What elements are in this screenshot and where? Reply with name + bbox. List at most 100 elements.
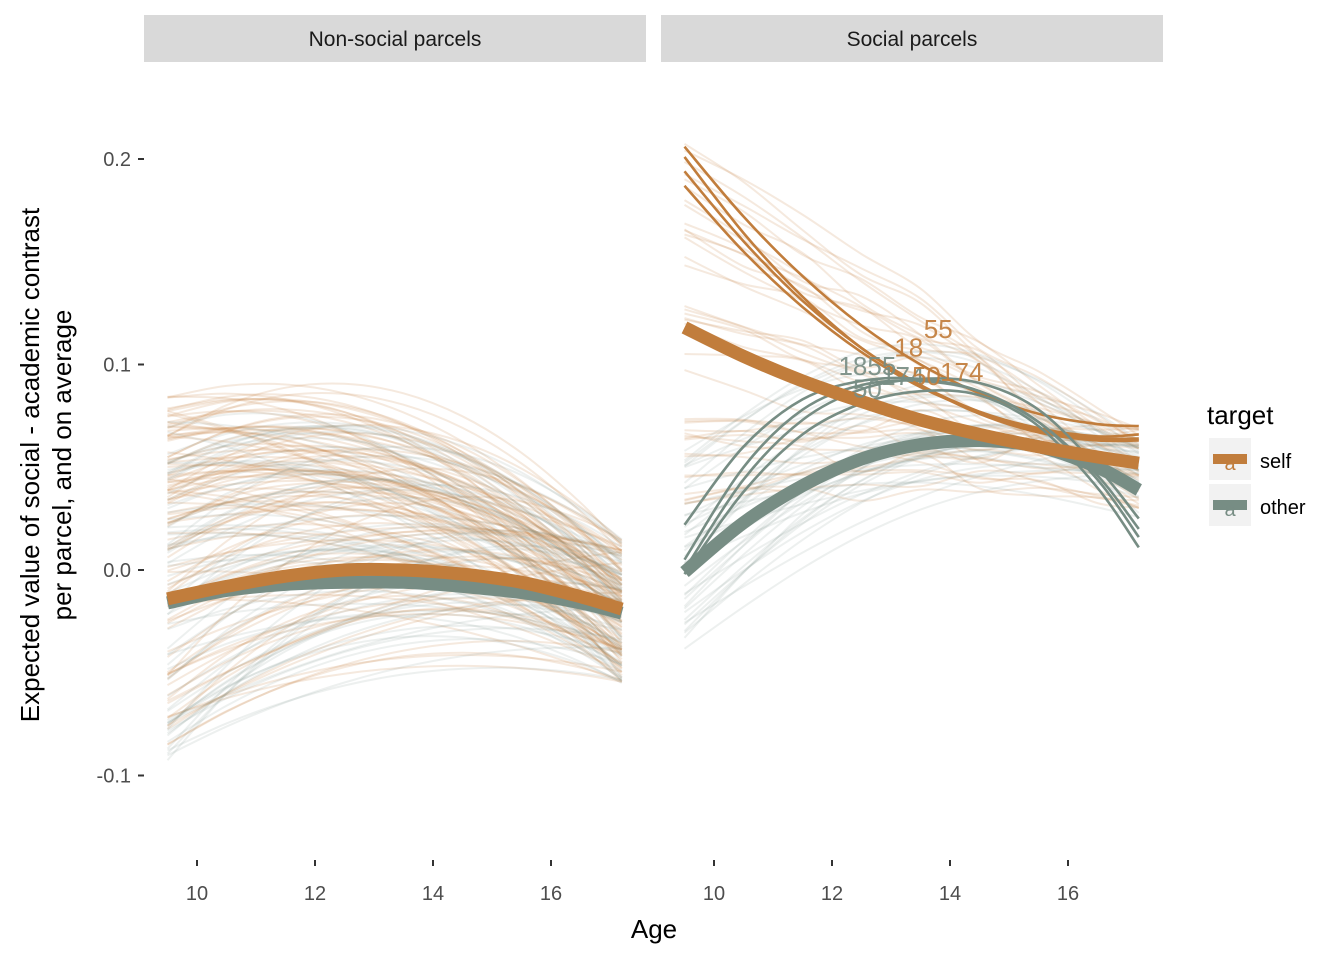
background-parcel-line-self <box>683 236 1140 477</box>
legend-label-other: other <box>1260 497 1306 519</box>
background-parcel-line-other <box>167 424 623 581</box>
background-parcel-line-self <box>167 448 623 546</box>
x-tick-label: 12 <box>821 883 843 905</box>
annotation-label-self: 174 <box>940 357 983 387</box>
background-parcel-line-other <box>167 461 623 603</box>
background-parcel-line-other <box>167 420 623 609</box>
background-parcel-line-self <box>167 522 623 609</box>
background-parcel-line-other <box>684 474 1139 564</box>
background-parcel-line-self <box>167 409 623 601</box>
background-parcel-lines-social <box>683 143 1140 650</box>
highlighted-parcel-line-self <box>683 184 1139 438</box>
annotation-label-other: 174 <box>881 361 924 391</box>
y-tick-label: 0.2 <box>103 149 131 171</box>
background-parcel-line-other <box>166 529 623 730</box>
legend-label-self: self <box>1260 451 1292 473</box>
background-parcel-line-other <box>167 514 623 557</box>
background-parcel-line-self <box>167 487 623 670</box>
background-parcel-line-self <box>167 494 623 629</box>
background-parcel-line-self <box>684 353 1139 431</box>
panel-non-social <box>166 382 624 761</box>
background-parcel-line-self <box>684 443 1139 501</box>
background-parcel-line-other <box>167 473 623 595</box>
background-parcel-line-other <box>167 532 623 606</box>
background-parcel-line-other <box>166 478 623 601</box>
background-parcel-line-self <box>167 460 623 623</box>
background-parcel-line-self <box>167 651 623 746</box>
background-parcel-line-self <box>167 393 623 598</box>
legend-key-glyph-other: a <box>1224 499 1236 521</box>
annotation-label-other: 50 <box>853 373 882 403</box>
background-parcel-line-self <box>166 607 623 719</box>
background-parcel-line-self <box>167 501 623 632</box>
background-parcel-line-other <box>166 601 623 712</box>
x-tick-label: 14 <box>939 883 961 905</box>
background-parcel-line-self <box>167 491 623 593</box>
background-parcel-line-self <box>684 173 1140 446</box>
y-axis: 0.2 0.1 0.0 -0.1 <box>97 149 144 788</box>
background-parcel-line-self <box>167 598 623 684</box>
background-parcel-line-self <box>167 400 623 593</box>
background-parcel-line-other <box>684 481 1140 519</box>
x-axis-title: Age <box>631 914 677 944</box>
x-tick-label: 14 <box>422 883 444 905</box>
background-parcel-line-self <box>167 475 623 606</box>
background-parcel-line-self <box>167 444 623 597</box>
background-parcel-line-self <box>167 570 623 673</box>
x-tick-label: 16 <box>540 883 562 905</box>
background-parcel-line-other <box>167 524 623 644</box>
highlighted-parcel-line-self <box>683 145 1139 428</box>
background-parcel-line-self <box>684 308 1140 510</box>
background-parcel-line-self <box>167 427 623 612</box>
background-parcel-line-other <box>167 548 623 649</box>
background-parcel-line-other <box>167 421 623 563</box>
background-parcel-line-self <box>167 426 623 635</box>
background-parcel-line-self <box>167 528 623 602</box>
background-parcel-line-self <box>167 412 623 667</box>
background-parcel-line-self <box>167 423 623 542</box>
background-parcel-line-self <box>167 531 623 665</box>
background-parcel-line-self <box>167 425 623 622</box>
background-parcel-line-other <box>167 424 623 545</box>
background-parcel-line-self <box>167 653 622 719</box>
background-parcel-line-other <box>167 455 623 543</box>
background-parcel-line-other <box>166 581 622 725</box>
background-parcel-line-self <box>166 555 623 680</box>
background-parcel-line-self <box>167 426 623 586</box>
background-parcel-line-self <box>167 426 623 638</box>
background-parcel-line-other <box>683 436 1139 595</box>
x-tick-label: 16 <box>1057 883 1079 905</box>
background-parcel-line-self <box>166 495 623 676</box>
annotation-label-self: 55 <box>924 314 953 344</box>
background-parcel-line-other <box>167 543 623 605</box>
background-parcel-line-other <box>167 534 623 681</box>
background-parcel-line-other <box>167 513 623 648</box>
background-parcel-line-other <box>683 423 1140 600</box>
background-parcel-line-other <box>167 607 622 724</box>
background-parcel-line-other <box>167 627 622 732</box>
background-parcel-line-self <box>167 409 623 648</box>
average-line-self <box>166 562 624 616</box>
y-tick-label: 0.0 <box>103 560 131 582</box>
background-parcel-line-other <box>166 613 623 727</box>
background-parcel-line-other <box>167 502 623 607</box>
x-tick-label: 10 <box>186 883 208 905</box>
background-parcel-line-self <box>167 391 623 554</box>
background-parcel-line-other <box>684 409 1140 469</box>
background-parcel-line-other <box>683 350 1140 484</box>
background-parcel-line-self <box>167 538 623 598</box>
strip-social <box>661 15 1163 62</box>
background-parcel-line-self <box>684 369 1140 507</box>
background-parcel-line-self <box>167 526 623 572</box>
background-parcel-line-other <box>167 459 623 683</box>
legend-key-glyph-self: a <box>1224 453 1236 475</box>
background-parcel-line-other <box>166 478 623 571</box>
background-parcel-line-other <box>166 477 623 603</box>
background-parcel-line-self <box>684 233 1140 442</box>
background-parcel-line-self <box>167 531 623 657</box>
background-parcel-line-self <box>167 398 623 644</box>
strip-title-social: Social parcels <box>847 28 978 51</box>
background-parcel-line-self <box>167 425 623 636</box>
background-parcel-line-other <box>167 431 623 679</box>
